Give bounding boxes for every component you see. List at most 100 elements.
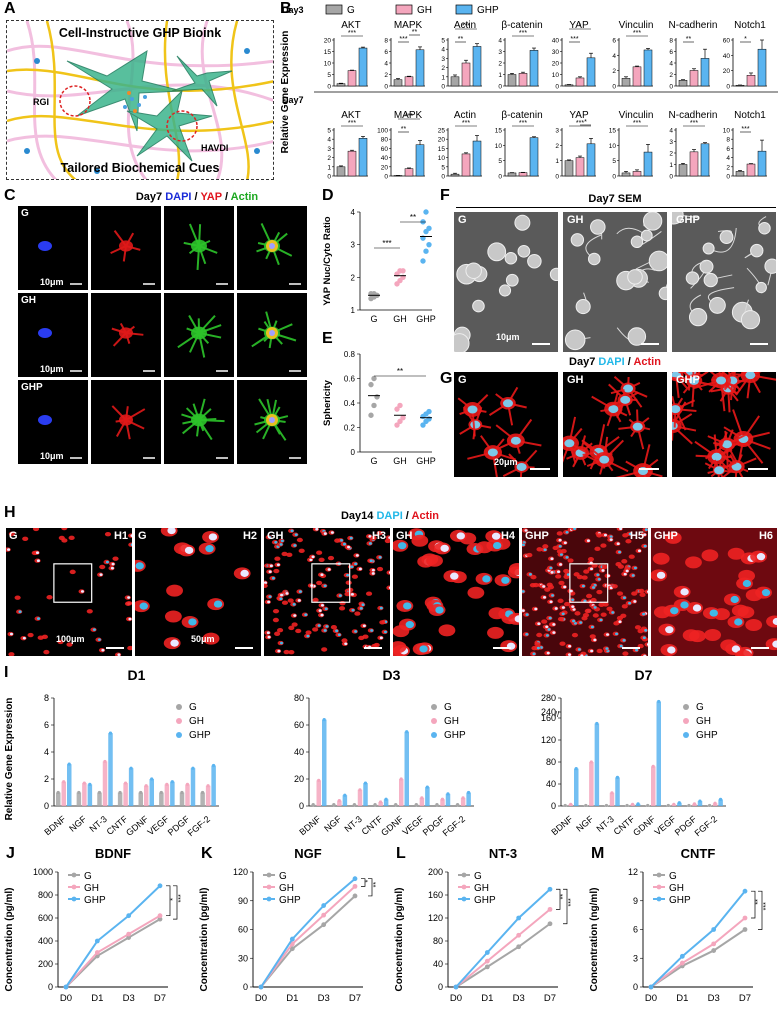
sem-cell: [640, 229, 653, 242]
actin-signal: [585, 608, 592, 613]
dapi-signal: [628, 532, 632, 536]
bar-point: [332, 803, 336, 807]
y-tick-label: 2: [384, 72, 388, 79]
point-g: [484, 964, 490, 970]
x-tick-label-g: G: [370, 456, 377, 466]
actin-signal: [298, 548, 305, 554]
dapi-signal: [9, 632, 14, 636]
sem-cell: [514, 214, 531, 231]
bar-point: [420, 796, 424, 800]
actin-cell-body: [191, 239, 207, 253]
dapi-signal: [80, 590, 85, 593]
dapi-signal: [323, 584, 327, 588]
dapi-signal: [130, 543, 132, 547]
x-tick-label: D3: [123, 993, 135, 1004]
point-gh: [157, 913, 163, 919]
actin-signal: [86, 609, 93, 614]
y-tick-label: 0: [299, 801, 304, 811]
bar-gh: [404, 76, 414, 87]
dapi-signal: [7, 548, 11, 551]
bar-gh: [144, 785, 149, 806]
dapi-signal: [644, 528, 648, 531]
day14-tile-h1: G H1 100μm: [6, 528, 132, 656]
dapi-signal: [309, 558, 313, 562]
actin-signal: [634, 625, 642, 630]
point-ghp: [321, 903, 327, 908]
bar-ghp: [415, 49, 425, 87]
sem-tile-ghp: GHP: [672, 212, 776, 352]
dapi-signal: [359, 607, 363, 610]
point-gh: [321, 912, 327, 918]
sem-cell: [570, 233, 585, 247]
dapi-signal: [545, 625, 549, 629]
dapi-signal: [581, 584, 585, 588]
actin-signal: [8, 531, 15, 537]
y-axis-label: Concentration (pg/ml): [4, 888, 15, 992]
dapi-signal: [92, 628, 96, 631]
sem-cell: [658, 286, 667, 301]
dapi-signal: [266, 631, 270, 635]
actin-cell-process: [467, 435, 516, 477]
dapi-signal: [371, 572, 375, 575]
dapi-signal: [730, 595, 739, 604]
x-tick-label: D3: [318, 993, 330, 1004]
actin-signal: [616, 591, 624, 596]
x-tick-label: BDNF: [549, 814, 575, 838]
dapi-signal: [569, 589, 573, 593]
dapi-signal: [285, 592, 289, 595]
data-point-ghp: [420, 258, 426, 264]
subplot-title: Actin: [454, 110, 476, 121]
bar-gh: [632, 66, 642, 87]
y-tick-label: 15: [609, 128, 617, 135]
dapi-signal: [534, 607, 538, 611]
actin-signal: [600, 543, 607, 548]
bar-ghp: [718, 799, 723, 806]
dapi-nucleus: [467, 405, 478, 414]
bar-gh: [378, 801, 383, 806]
legend-label-gh: GH: [417, 5, 432, 16]
y-tick-label: 10: [609, 143, 617, 150]
dapi-signal: [388, 571, 390, 574]
actin-signal: [128, 542, 132, 547]
actin-signal: [638, 588, 645, 594]
dapi-signal: [619, 528, 623, 531]
y-tick-label: 0: [726, 84, 730, 91]
actin-signal: [295, 628, 302, 634]
tile-group-label: GH: [267, 530, 284, 542]
dapi-signal: [571, 598, 575, 602]
y-tick-label: 100: [377, 128, 388, 135]
actin-signal: [544, 587, 551, 592]
y-tick-label: 20: [438, 137, 446, 144]
data-point-gh: [394, 406, 400, 412]
y-tick-label: 0: [669, 174, 673, 181]
sem-cell: [564, 329, 586, 351]
actin-signal: [587, 557, 595, 562]
dapi-signal: [440, 544, 449, 552]
bar-ghp: [586, 143, 596, 177]
confocal-tile-gh-dapi: GH 10μm: [18, 293, 88, 377]
y-tick-label: 20: [552, 61, 560, 68]
y-axis-label: Concentration (pg/ml): [199, 888, 210, 992]
bar-point: [317, 778, 321, 782]
actin-signal: [583, 569, 590, 574]
dapi-signal: [306, 634, 310, 638]
y-tick-label: 0: [669, 84, 673, 91]
dapi-signal: [354, 630, 358, 633]
sig-label: ***: [633, 30, 641, 37]
legend-label-g: G: [696, 702, 704, 713]
dapi-signal: [354, 562, 358, 566]
sem-cell: [703, 272, 718, 288]
subpanel-title-d1: D1: [128, 667, 146, 683]
dapi-nucleus: [716, 376, 727, 385]
actin-signal: [386, 570, 390, 575]
bar-g: [336, 166, 346, 177]
bar-point: [108, 731, 113, 735]
actin-signal: [128, 533, 132, 538]
x-tick-label: D0: [60, 993, 72, 1004]
tile-id-label: H3: [371, 530, 386, 542]
bar-ghp: [358, 138, 368, 177]
dapi-signal: [388, 586, 390, 590]
dapi-signal: [525, 613, 529, 616]
data-point-ghp: [420, 422, 426, 428]
bar-point: [461, 796, 465, 800]
